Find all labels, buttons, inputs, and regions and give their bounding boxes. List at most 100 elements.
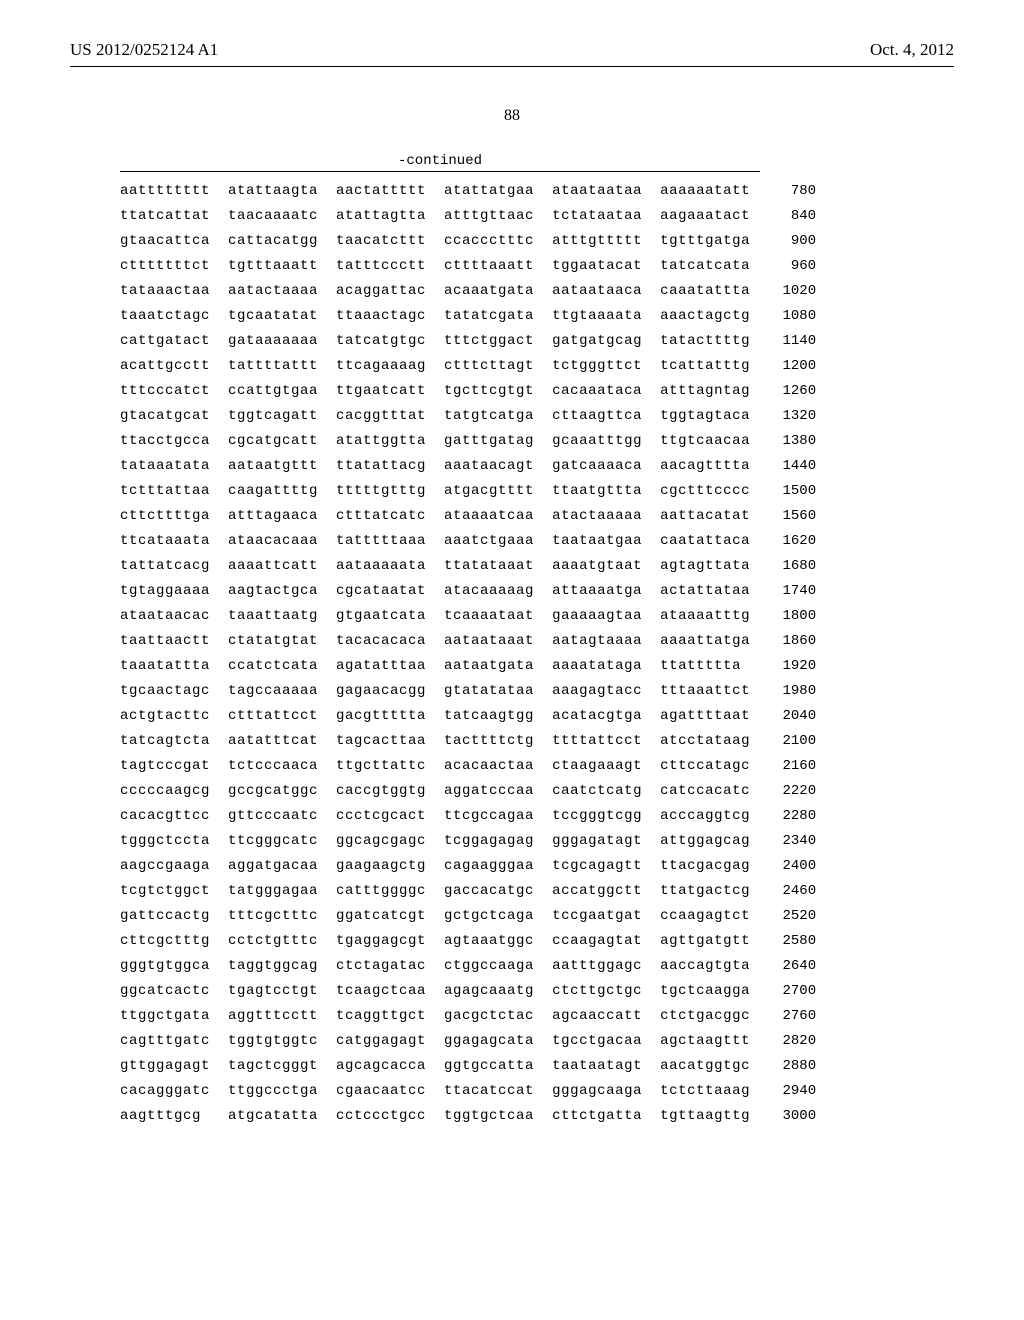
sequence-block: gatcaaaaca [552, 459, 660, 484]
sequence-block: aacatggtgc [660, 1059, 768, 1084]
sequence-block: ggcagcgagc [336, 834, 444, 859]
sequence-block: atactaaaaa [552, 509, 660, 534]
sequence-block: caaatattta [660, 284, 768, 309]
sequence-block: aaccagtgta [660, 959, 768, 984]
sequence-block: attggagcag [660, 834, 768, 859]
sequence-block: ccaccctttc [444, 234, 552, 259]
sequence-block: aaataacagt [444, 459, 552, 484]
sequence-position: 2700 [768, 984, 816, 1009]
sequence-row: ataataacactaaattaatggtgaatcatatcaaaataat… [120, 609, 816, 634]
sequence-block: tctcttaaag [660, 1084, 768, 1109]
sequence-block: aattacatat [660, 509, 768, 534]
sequence-block: cgaacaatcc [336, 1084, 444, 1109]
sequence-row: ctttttttcttgtttaaatttatttcccttcttttaaatt… [120, 259, 816, 284]
sequence-block: ttttattcct [552, 734, 660, 759]
sequence-block: ttacgacgag [660, 859, 768, 884]
sequence-block: gagaacacgg [336, 684, 444, 709]
sequence-block: aaaattcatt [228, 559, 336, 584]
sequence-block: tgtttaaatt [228, 259, 336, 284]
sequence-block: atattatgaa [444, 184, 552, 209]
sequence-block: aaaattatga [660, 634, 768, 659]
sequence-block: agattttaat [660, 709, 768, 734]
sequence-block: gattccactg [120, 909, 228, 934]
sequence-block: aataataaca [552, 284, 660, 309]
sequence-block: tataaatata [120, 459, 228, 484]
sequence-block: ataataacac [120, 609, 228, 634]
sequence-block: attaaaatga [552, 584, 660, 609]
sequence-block: gacgttttta [336, 709, 444, 734]
sequence-block: atattggtta [336, 434, 444, 459]
sequence-block: cctccctgcc [336, 1109, 444, 1134]
sequence-block: gcaaatttgg [552, 434, 660, 459]
sequence-block: tggaatacat [552, 259, 660, 284]
sequence-block: tccgaatgat [552, 909, 660, 934]
sequence-block: tggtgctcaa [444, 1109, 552, 1134]
sequence-block: catccacatc [660, 784, 768, 809]
sequence-table: aattttttttatattaagtaaactatttttatattatgaa… [120, 184, 816, 1134]
sequence-block: tgctcaagga [660, 984, 768, 1009]
sequence-block: ctaagaaagt [552, 759, 660, 784]
sequence-block: ctctgacggc [660, 1009, 768, 1034]
sequence-block: cttaagttca [552, 409, 660, 434]
sequence-position: 1200 [768, 359, 816, 384]
sequence-block: tgggctccta [120, 834, 228, 859]
sequence-row: cattgatactgataaaaaaatatcatgtgctttctggact… [120, 334, 816, 359]
sequence-block: aataatgttt [228, 459, 336, 484]
sequence-block: ccctcgcact [336, 809, 444, 834]
sequence-block: cattacatgg [228, 234, 336, 259]
sequence-position: 1140 [768, 334, 816, 359]
sequence-position: 1380 [768, 434, 816, 459]
sequence-block: tatcatgtgc [336, 334, 444, 359]
sequence-block: tatatcgata [444, 309, 552, 334]
sequence-position: 2040 [768, 709, 816, 734]
header-rule [70, 66, 954, 67]
sequence-block: agcagcacca [336, 1059, 444, 1084]
sequence-block: tgcaactagc [120, 684, 228, 709]
sequence-block: cacacgttcc [120, 809, 228, 834]
sequence-position: 2400 [768, 859, 816, 884]
sequence-position: 2280 [768, 809, 816, 834]
sequence-row: ggcatcactctgagtcctgttcaagctcaaagagcaaatg… [120, 984, 816, 1009]
sequence-row: tctttattaacaagattttgtttttgtttgatgacgtttt… [120, 484, 816, 509]
sequence-block: catttggggc [336, 884, 444, 909]
sequence-block: aacagtttta [660, 459, 768, 484]
sequence-row: cttcttttgaatttagaacactttatcatcataaaatcaa… [120, 509, 816, 534]
sequence-block: gaagaagctg [336, 859, 444, 884]
sequence-position: 2880 [768, 1059, 816, 1084]
sequence-block: tatcagtcta [120, 734, 228, 759]
sequence-block: cccccaagcg [120, 784, 228, 809]
sequence-row: gtaacattcacattacatggtaacatctttccaccctttc… [120, 234, 816, 259]
sequence-block: agttgatgtt [660, 934, 768, 959]
header-date: Oct. 4, 2012 [870, 40, 954, 60]
sequence-block: ggatcatcgt [336, 909, 444, 934]
sequence-position: 2520 [768, 909, 816, 934]
sequence-block: taggtggcag [228, 959, 336, 984]
sequence-position: 3000 [768, 1109, 816, 1134]
sequence-block: acacaactaa [444, 759, 552, 784]
sequence-block: atgcatatta [228, 1109, 336, 1134]
sequence-block: tacacacaca [336, 634, 444, 659]
sequence-block: tcaagctcaa [336, 984, 444, 1009]
sequence-block: ttattttta [660, 659, 768, 684]
sequence-block: atttagaaca [228, 509, 336, 534]
sequence-position: 1920 [768, 659, 816, 684]
sequence-block: tttttgtttg [336, 484, 444, 509]
header-patent-id: US 2012/0252124 A1 [70, 40, 218, 60]
sequence-row: tgggctcctattcgggcatcggcagcgagctcggagagag… [120, 834, 816, 859]
sequence-block: aaaaaatatt [660, 184, 768, 209]
sequence-block: atcctataag [660, 734, 768, 759]
sequence-block: aagtactgca [228, 584, 336, 609]
sequence-block: ttggctgata [120, 1009, 228, 1034]
sequence-block: ggagagcata [444, 1034, 552, 1059]
sequence-position: 1560 [768, 509, 816, 534]
sequence-block: ctttattcct [228, 709, 336, 734]
sequence-block: tatttttaaa [336, 534, 444, 559]
sequence-block: ctttcttagt [444, 359, 552, 384]
sequence-block: aatatttcat [228, 734, 336, 759]
sequence-block: ataaaatttg [660, 609, 768, 634]
sequence-row: ttacctgccacgcatgcattatattggttagatttgatag… [120, 434, 816, 459]
sequence-block: tcattatttg [660, 359, 768, 384]
sequence-block: gatttgatag [444, 434, 552, 459]
sequence-block: aaaatataga [552, 659, 660, 684]
sequence-position: 1740 [768, 584, 816, 609]
